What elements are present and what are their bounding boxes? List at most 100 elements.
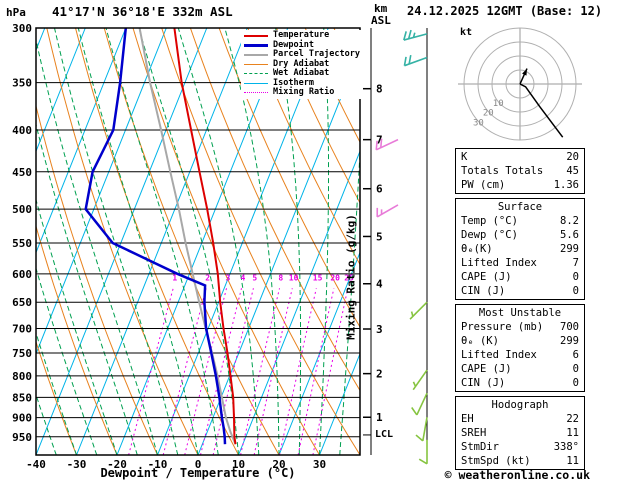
stats-value: 22 bbox=[566, 413, 579, 425]
mixing-ratio-labels: 1 2 3 4 5 8 10 15 20 25 bbox=[172, 274, 354, 283]
hodograph-ring-label: 10 bbox=[493, 99, 504, 109]
svg-text:4: 4 bbox=[241, 274, 246, 283]
svg-text:750: 750 bbox=[12, 347, 32, 360]
stats-label: Lifted Index bbox=[461, 349, 537, 361]
legend-label: Temperature bbox=[273, 30, 330, 41]
x-axis-title: Dewpoint / Temperature (°C) bbox=[100, 466, 296, 480]
hodograph-ring bbox=[491, 55, 549, 113]
svg-text:10: 10 bbox=[289, 274, 299, 283]
legend-line-sample bbox=[244, 73, 268, 75]
stats-row: Temp (°C) 8.2 bbox=[456, 214, 584, 228]
svg-text:20: 20 bbox=[330, 274, 340, 283]
svg-text:2: 2 bbox=[205, 274, 210, 283]
wind-barb bbox=[409, 301, 428, 320]
stats-table-title: Most Unstable bbox=[478, 307, 562, 319]
axis-tick-labels: 3003504004505005506006507007508008509009… bbox=[12, 22, 326, 471]
svg-text:-40: -40 bbox=[26, 458, 46, 471]
svg-text:850: 850 bbox=[12, 391, 32, 404]
stats-label: Temp (°C) bbox=[461, 215, 518, 227]
stats-table: Most Unstable Pressure (mb) 700 θₑ (K) 299 Li… bbox=[455, 304, 585, 392]
legend-item: Wet Adiabat bbox=[244, 69, 360, 79]
legend-item: Dewpoint bbox=[244, 39, 360, 51]
svg-text:3: 3 bbox=[376, 323, 383, 336]
wind-barb-column bbox=[375, 28, 428, 465]
stats-table-title: Surface bbox=[497, 201, 543, 213]
stats-value: 20 bbox=[566, 151, 579, 163]
wind-barb bbox=[422, 417, 428, 442]
legend-line-sample bbox=[244, 92, 268, 94]
hodograph-trace bbox=[519, 83, 564, 138]
wind-barb bbox=[403, 33, 428, 41]
stats-table: K 20 Totals Totals 45 PW (cm) 1.36 bbox=[455, 148, 585, 194]
stats-row: EH 22 bbox=[456, 412, 584, 426]
svg-text:950: 950 bbox=[12, 431, 32, 444]
stats-label: Dewp (°C) bbox=[461, 229, 518, 241]
stats-row: CAPE (J) 0 bbox=[456, 362, 584, 376]
svg-text:1: 1 bbox=[376, 411, 383, 424]
stats-label: CAPE (J) bbox=[461, 363, 512, 375]
svg-text:7: 7 bbox=[376, 134, 383, 147]
svg-text:8: 8 bbox=[376, 83, 383, 96]
svg-text:4: 4 bbox=[376, 278, 383, 291]
stats-table: Hodograph EH 22 SREH 11 StmDir 338° StmSpd (kt)… bbox=[455, 396, 585, 470]
legend-label: Parcel Trajectory bbox=[273, 49, 360, 60]
svg-text:800: 800 bbox=[12, 370, 32, 383]
svg-text:300: 300 bbox=[12, 22, 32, 35]
legend-line-sample bbox=[244, 43, 268, 47]
stats-row: Lifted Index 7 bbox=[456, 256, 584, 270]
legend-line-sample bbox=[244, 53, 268, 56]
stats-row: K 20 bbox=[456, 150, 584, 164]
stats-row: PW (cm) 1.36 bbox=[456, 178, 584, 192]
stats-label: θₑ (K) bbox=[461, 335, 499, 347]
parcel-trajectory-curve bbox=[138, 28, 237, 445]
svg-text:20: 20 bbox=[272, 458, 285, 471]
stats-label: SREH bbox=[461, 427, 487, 439]
stats-row: Dewp (°C) 5.6 bbox=[456, 228, 584, 242]
mixing-ratio-axis-title: Mixing Ratio (g/kg) bbox=[344, 214, 358, 340]
svg-text:10: 10 bbox=[232, 458, 245, 471]
stats-row: CAPE (J) 0 bbox=[456, 270, 584, 284]
svg-text:400: 400 bbox=[12, 124, 32, 137]
asl-axis-unit-label: ASL bbox=[371, 14, 391, 27]
stats-value: 8.2 bbox=[560, 215, 579, 227]
hodograph-ring bbox=[463, 27, 577, 141]
datetime-label: 24.12.2025 12GMT (Base: 12) bbox=[407, 4, 603, 18]
svg-text:30: 30 bbox=[313, 458, 326, 471]
km-axis: 1 2 3 4 5 6 7 8 bbox=[363, 28, 383, 455]
stats-label: EH bbox=[461, 413, 474, 425]
svg-text:350: 350 bbox=[12, 77, 32, 90]
svg-text:1: 1 bbox=[172, 274, 177, 283]
stats-value: 11 bbox=[566, 455, 579, 467]
stats-row: StmDir 338° bbox=[456, 440, 584, 454]
svg-text:3: 3 bbox=[226, 274, 231, 283]
sounding-curves bbox=[84, 28, 237, 445]
svg-text:25: 25 bbox=[344, 274, 354, 283]
wind-barb bbox=[416, 392, 428, 416]
legend-label: Dewpoint bbox=[273, 39, 314, 50]
stats-label: CAPE (J) bbox=[461, 271, 512, 283]
legend-label: Isotherm bbox=[273, 77, 314, 88]
pressure-unit-label: hPa bbox=[6, 6, 26, 19]
hodograph-ring bbox=[477, 41, 563, 127]
stats-value: 0 bbox=[572, 377, 579, 389]
legend-item: Isotherm bbox=[244, 77, 360, 89]
stats-row: Pressure (mb) 700 bbox=[456, 320, 584, 334]
stats-table-title: Hodograph bbox=[491, 399, 549, 411]
svg-text:15: 15 bbox=[313, 274, 323, 283]
legend-item: Dry Adiabat bbox=[244, 59, 360, 70]
stats-value: 1.36 bbox=[553, 179, 579, 191]
stats-label: CIN (J) bbox=[461, 377, 506, 389]
svg-text:500: 500 bbox=[12, 203, 32, 216]
svg-text:450: 450 bbox=[12, 166, 32, 179]
legend-item: Temperature bbox=[244, 31, 360, 41]
copyright-label: © weatheronline.co.uk bbox=[444, 468, 590, 482]
svg-text:8: 8 bbox=[278, 274, 283, 283]
stats-label: Pressure (mb) bbox=[461, 321, 544, 333]
stats-value: 6 bbox=[572, 349, 579, 361]
svg-text:600: 600 bbox=[12, 268, 32, 281]
legend-item: Parcel Trajectory bbox=[244, 50, 360, 60]
svg-text:650: 650 bbox=[12, 296, 32, 309]
svg-text:5: 5 bbox=[252, 274, 257, 283]
